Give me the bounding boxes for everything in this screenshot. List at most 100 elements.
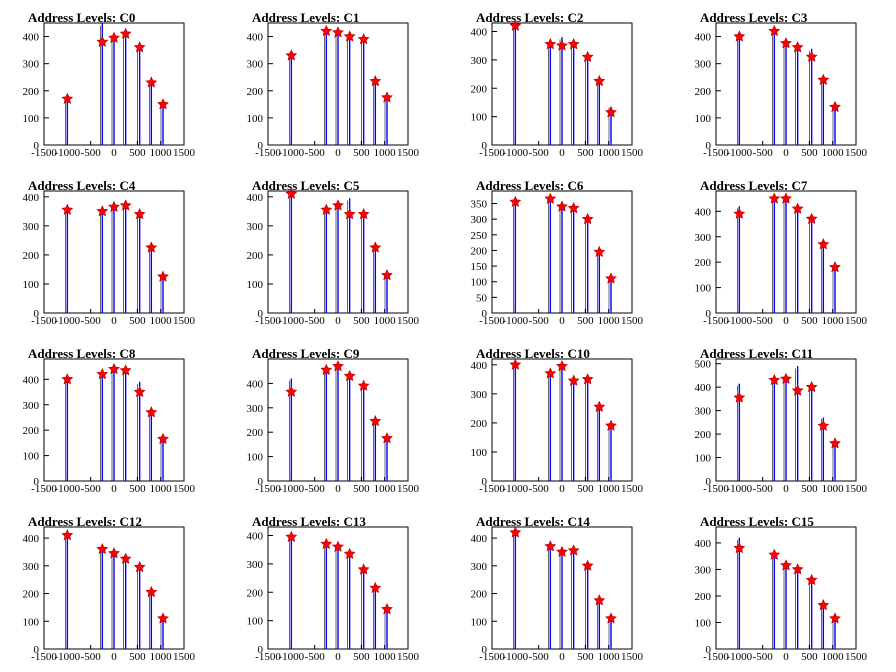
peak-marker — [593, 594, 606, 606]
y-tick-label: 500 — [695, 359, 712, 371]
peak-marker — [119, 199, 132, 211]
x-tick-label: 500 — [801, 483, 818, 495]
peak-marker — [768, 24, 781, 37]
peak-marker — [96, 205, 109, 217]
peak-marker — [108, 200, 120, 213]
x-tick-label: -500 — [81, 315, 102, 327]
chart-panel-c7: Address Levels: C7 0 100 200 300 400 -1500-100… — [695, 178, 868, 327]
peak-marker — [285, 49, 298, 61]
x-tick-label: 1000 — [150, 315, 173, 327]
chart-panel-c9: Address Levels: C9 0 100 200 300 400 -1500-100… — [247, 346, 420, 495]
chart-title: Address Levels: C12 — [28, 514, 142, 529]
peak-marker — [791, 384, 804, 396]
peak-marker — [829, 100, 841, 113]
x-tick-label: -500 — [305, 651, 326, 663]
peak-marker — [357, 563, 370, 575]
peak-marker — [733, 541, 746, 554]
x-tick-label: 1000 — [598, 315, 621, 327]
y-tick-label: 100 — [247, 452, 264, 464]
peak-marker — [829, 261, 841, 273]
peak-marker — [581, 373, 594, 385]
peak-marker — [733, 30, 746, 42]
y-tick-label: 0 — [258, 476, 264, 488]
x-tick-label: -1500 — [31, 483, 57, 495]
x-tick-label: 1500 — [621, 315, 644, 327]
y-tick-label: 300 — [247, 559, 264, 571]
peak-marker — [768, 192, 781, 204]
y-tick-label: 300 — [23, 561, 40, 573]
peak-marker — [285, 385, 298, 397]
x-tick-label: 1500 — [397, 651, 420, 663]
x-tick-label: -500 — [81, 483, 102, 495]
x-tick-label: -1000 — [278, 147, 304, 159]
peak-marker — [119, 552, 132, 564]
x-tick-label: -1500 — [255, 315, 281, 327]
peak-marker — [567, 374, 580, 386]
peak-marker — [556, 545, 568, 557]
y-tick-label: 300 — [471, 214, 488, 226]
peak-marker — [509, 526, 522, 538]
x-tick-label: 1000 — [822, 147, 845, 159]
chart-panel-c13: Address Levels: C13 0 100 200 300 400 -1500-10… — [247, 514, 420, 663]
peak-marker — [544, 540, 557, 552]
peak-marker — [509, 195, 522, 207]
peak-marker — [733, 207, 746, 219]
chart-panel-c2: Address Levels: C2 0 100 200 300 400 -1500-100… — [471, 10, 644, 159]
x-tick-label: 500 — [577, 651, 594, 663]
chart-panel-c11: Address Levels: C11 0 100 200 300 400 500 -1500… — [695, 346, 868, 495]
y-tick-label: 100 — [247, 113, 264, 125]
peak-marker — [157, 270, 169, 282]
y-tick-label: 100 — [471, 616, 488, 628]
x-tick-label: -500 — [753, 147, 774, 159]
peak-marker — [96, 368, 109, 380]
peak-marker — [567, 544, 580, 556]
x-tick-label: 1000 — [598, 651, 621, 663]
chart-title: Address Levels: C7 — [700, 178, 808, 193]
peak-marker — [381, 269, 393, 281]
chart-title: Address Levels: C5 — [252, 178, 360, 193]
peak-marker — [108, 362, 120, 375]
peak-marker — [108, 31, 120, 43]
chart-title: Address Levels: C14 — [476, 514, 590, 529]
y-tick-label: 0 — [706, 140, 712, 152]
x-tick-label: -1000 — [502, 315, 528, 327]
x-tick-label: -1000 — [502, 483, 528, 495]
peak-marker — [320, 203, 333, 215]
peak-marker — [343, 208, 356, 220]
x-tick-label: -500 — [81, 147, 102, 159]
x-tick-label: 1500 — [173, 147, 196, 159]
x-tick-label: 500 — [577, 483, 594, 495]
y-tick-label: 0 — [706, 476, 712, 488]
x-tick-label: 0 — [783, 483, 789, 495]
chart-panel-c8: Address Levels: C8 0 100 200 300 400 -1500-100… — [23, 346, 196, 495]
y-tick-label: 200 — [695, 86, 712, 98]
x-tick-label: 1500 — [621, 147, 644, 159]
x-tick-label: -1000 — [54, 651, 80, 663]
peak-marker — [605, 272, 617, 284]
x-tick-label: 500 — [129, 483, 146, 495]
chart-panel-c6: Address Levels: C6 0 50 100 150 200 250 300 350 -… — [471, 178, 644, 327]
chart-title: Address Levels: C0 — [28, 10, 135, 25]
peak-marker — [145, 406, 158, 418]
peak-marker — [320, 363, 333, 376]
x-tick-label: 1000 — [150, 651, 173, 663]
chart-title: Address Levels: C2 — [476, 10, 583, 25]
peak-marker — [556, 360, 568, 372]
x-tick-label: 0 — [335, 147, 341, 159]
peak-marker — [817, 238, 830, 250]
peak-marker — [605, 419, 617, 431]
peak-marker — [581, 559, 594, 571]
x-tick-label: 0 — [559, 315, 565, 327]
x-tick-label: 1500 — [845, 147, 868, 159]
peak-marker — [285, 187, 298, 199]
y-tick-label: 300 — [695, 59, 712, 71]
peak-marker — [817, 599, 830, 611]
x-tick-label: 0 — [559, 651, 565, 663]
x-tick-label: 500 — [801, 315, 818, 327]
x-tick-label: 1500 — [845, 315, 868, 327]
x-tick-label: -1500 — [31, 651, 57, 663]
x-tick-label: -500 — [529, 483, 550, 495]
peak-marker — [567, 201, 580, 214]
x-tick-label: 500 — [353, 483, 370, 495]
